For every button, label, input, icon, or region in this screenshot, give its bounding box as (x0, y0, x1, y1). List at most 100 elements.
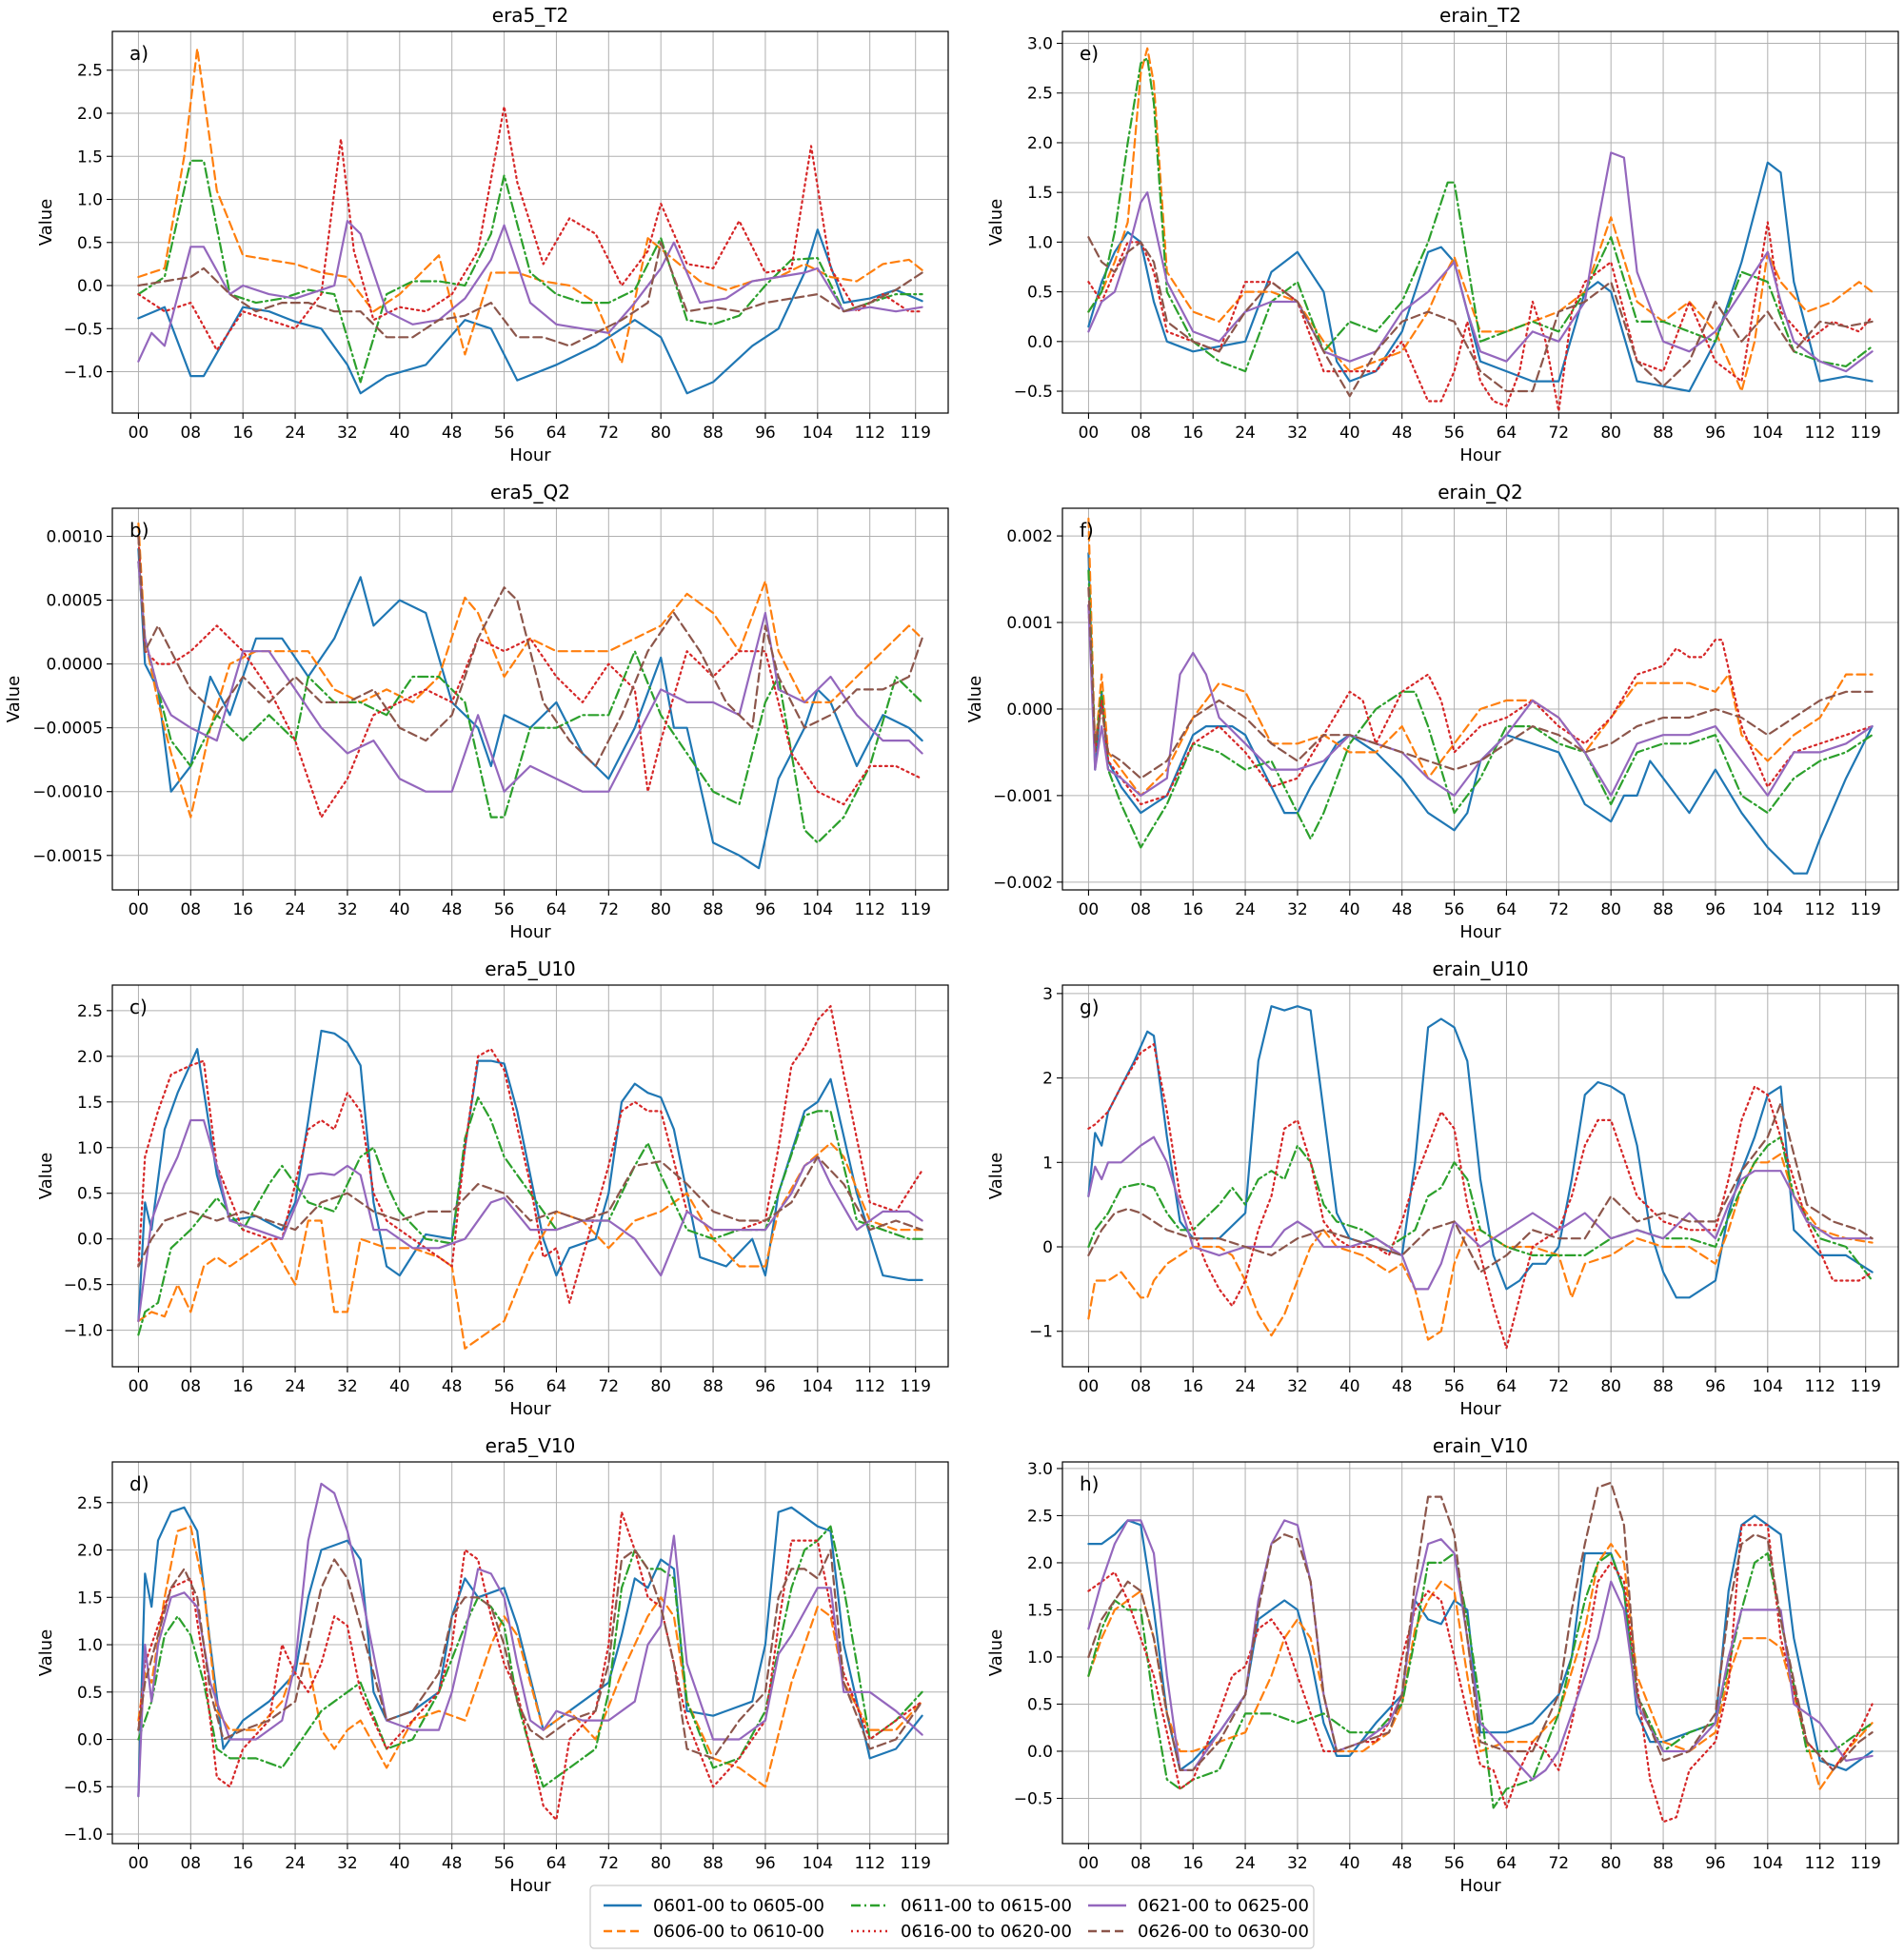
x-tick-label: 88 (1653, 424, 1674, 443)
y-tick-label: 2.0 (1027, 134, 1053, 153)
y-tick-label: 0.0 (1027, 1743, 1053, 1762)
x-tick-label: 56 (494, 1854, 515, 1873)
x-tick-label: 72 (598, 900, 619, 919)
x-tick-label: 40 (1339, 424, 1360, 443)
y-axis-label: Value (986, 1153, 1006, 1199)
x-tick-label: 64 (1497, 424, 1517, 443)
y-tick-label: −1.0 (64, 364, 103, 383)
y-tick-label: −0.5 (64, 1778, 103, 1797)
x-tick-label: 48 (1392, 424, 1413, 443)
x-tick-label: 119 (900, 1377, 930, 1396)
subplot-erain_T2: 00 08 16 24 32 40 48 56 64 72 80 88 96 104 112 119 −0.5 0… (986, 4, 1899, 465)
x-tick-label: 64 (1497, 1854, 1517, 1873)
series-line-2 (137, 159, 923, 384)
series-line-5 (1087, 1481, 1874, 1771)
x-tick-label: 104 (803, 424, 833, 443)
series-line-4 (137, 561, 923, 793)
x-tick-label: 104 (803, 1854, 833, 1873)
panel-label: g) (1080, 996, 1100, 1018)
x-tick-label: 24 (285, 1854, 306, 1873)
y-tick-label: 0 (1042, 1238, 1053, 1257)
x-tick-label: 32 (1287, 1377, 1308, 1396)
x-tick-label: 80 (1600, 1377, 1621, 1396)
x-tick-label: 24 (285, 424, 306, 443)
y-tick-label: −0.0010 (32, 783, 103, 802)
legend-label: 0616-00 to 0620-00 (901, 1922, 1072, 1942)
x-tick-label: 96 (1705, 1377, 1726, 1396)
x-tick-label: 00 (1079, 1854, 1100, 1873)
x-tick-label: 56 (1444, 424, 1465, 443)
x-tick-label: 24 (1235, 900, 1256, 919)
series-line-2 (137, 561, 923, 844)
y-tick-label: 0.000 (1006, 701, 1053, 720)
legend-label: 0606-00 to 0610-00 (653, 1922, 824, 1942)
x-tick-label: 88 (1653, 1377, 1674, 1396)
subplot-era5_T2: 00 08 16 24 32 40 48 56 64 72 80 88 96 104 112 119 −1.0 −… (36, 4, 949, 465)
y-tick-label: 0.0010 (47, 528, 103, 547)
x-tick-label: 96 (1705, 424, 1726, 443)
y-tick-label: −1.0 (64, 1322, 103, 1341)
axes-frame (111, 30, 949, 414)
y-tick-label: 2.5 (77, 1494, 103, 1513)
y-tick-label: −1.0 (64, 1826, 103, 1845)
x-tick-label: 80 (1600, 424, 1621, 443)
x-tick-label: 40 (389, 424, 410, 443)
x-tick-label: 56 (494, 1377, 515, 1396)
series-line-3 (1087, 221, 1874, 412)
series-line-5 (137, 1155, 923, 1268)
x-tick-label: 56 (1444, 1377, 1465, 1396)
y-tick-label: 1.0 (77, 191, 103, 210)
series-line-3 (137, 105, 923, 351)
x-tick-label: 32 (337, 1377, 358, 1396)
y-tick-label: 2.0 (1027, 1554, 1053, 1573)
y-tick-label: 2.5 (77, 62, 103, 81)
y-tick-label: 1.5 (77, 1094, 103, 1113)
y-tick-label: 0.002 (1006, 527, 1053, 546)
x-tick-label: 24 (285, 900, 306, 919)
x-tick-label: 96 (755, 1854, 776, 1873)
x-tick-label: 64 (1497, 1377, 1517, 1396)
series-line-2 (1087, 1551, 1874, 1809)
x-tick-label: 24 (1235, 1854, 1256, 1873)
x-tick-label: 104 (803, 900, 833, 919)
x-tick-label: 32 (337, 900, 358, 919)
x-tick-label: 64 (546, 424, 567, 443)
subplot-erain_V10: 00 08 16 24 32 40 48 56 64 72 80 88 96 104 112 119 −0.5 0… (986, 1434, 1899, 1896)
series-line-5 (1087, 586, 1874, 780)
y-tick-label: −0.002 (993, 874, 1053, 893)
x-tick-label: 112 (1804, 1854, 1835, 1873)
x-tick-label: 16 (232, 1854, 253, 1873)
x-tick-label: 119 (1850, 1854, 1880, 1873)
x-tick-label: 119 (1850, 424, 1880, 443)
y-tick-label: 0.001 (1006, 614, 1053, 633)
x-tick-label: 112 (1804, 900, 1835, 919)
axes-frame (111, 507, 949, 891)
series-line-3 (137, 1004, 923, 1304)
series-line-1 (1087, 47, 1874, 393)
series-line-4 (1087, 1135, 1874, 1291)
legend-label: 0626-00 to 0630-00 (1138, 1922, 1309, 1942)
axes-frame (1061, 507, 1899, 891)
series-line-1 (1087, 1153, 1874, 1341)
x-tick-label: 72 (598, 424, 619, 443)
x-tick-label: 72 (1548, 900, 1569, 919)
x-tick-label: 16 (1182, 1854, 1203, 1873)
x-tick-label: 32 (337, 1854, 358, 1873)
panel-label: a) (129, 42, 149, 65)
y-tick-label: 2.0 (77, 1542, 103, 1561)
x-tick-label: 16 (232, 1377, 253, 1396)
x-axis-label: Hour (1459, 922, 1501, 942)
panel-label: f) (1080, 519, 1094, 542)
x-tick-label: 80 (650, 900, 671, 919)
x-tick-label: 08 (180, 900, 201, 919)
series-line-5 (137, 241, 923, 347)
x-tick-label: 112 (854, 1377, 884, 1396)
series-line-4 (137, 1118, 923, 1323)
series-line-0 (137, 1506, 923, 1798)
y-axis-label: Value (4, 676, 24, 722)
series-line-3 (1087, 1042, 1874, 1350)
x-tick-label: 32 (1287, 900, 1308, 919)
x-tick-label: 112 (854, 424, 884, 443)
x-tick-label: 48 (442, 1377, 463, 1396)
